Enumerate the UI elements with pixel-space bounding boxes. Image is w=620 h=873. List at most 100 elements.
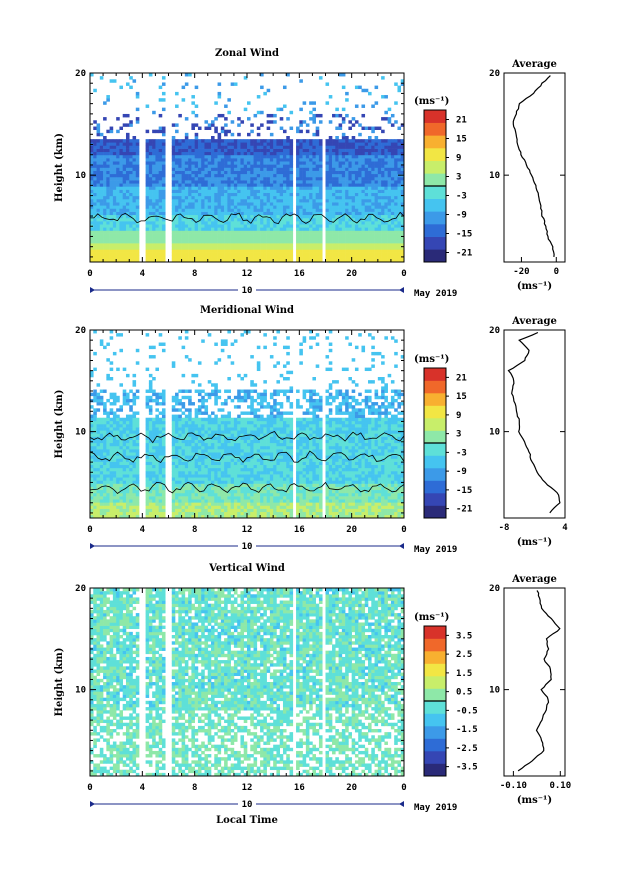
heatmap-cell bbox=[368, 233, 372, 238]
heatmap-cell bbox=[158, 195, 163, 200]
heatmap-cell bbox=[135, 145, 140, 149]
heatmap-cell bbox=[263, 183, 267, 187]
heatmap-cell bbox=[332, 164, 336, 168]
heatmap-cell bbox=[90, 414, 94, 419]
heatmap-cell bbox=[103, 452, 107, 456]
heatmap-cell bbox=[250, 167, 254, 171]
heatmap-cell bbox=[145, 458, 150, 462]
heatmap-cell bbox=[266, 148, 271, 153]
heatmap-cell bbox=[135, 148, 140, 153]
heatmap-cell bbox=[178, 208, 182, 212]
heatmap-cell bbox=[188, 417, 192, 422]
heatmap-cell bbox=[296, 151, 300, 156]
heatmap-cell bbox=[318, 170, 323, 175]
heatmap-cell bbox=[207, 199, 212, 203]
heatmap-cell bbox=[305, 151, 310, 156]
heatmap-cell bbox=[318, 230, 323, 234]
heatmap-cell bbox=[253, 199, 258, 203]
heatmap-cell bbox=[309, 239, 313, 244]
heatmap-cell bbox=[132, 471, 137, 475]
heatmap-cell bbox=[260, 154, 264, 159]
heatmap-cell bbox=[335, 249, 339, 253]
heatmap-cell bbox=[112, 176, 117, 181]
heatmap-cell bbox=[106, 249, 110, 253]
heatmap-cell bbox=[103, 158, 107, 162]
heatmap-cell bbox=[305, 158, 310, 162]
heatmap-cell bbox=[282, 211, 287, 216]
heatmap-cell bbox=[237, 170, 241, 175]
heatmap-cell bbox=[296, 173, 300, 178]
heatmap-cell bbox=[191, 480, 195, 484]
heatmap-cell bbox=[384, 255, 388, 260]
heatmap-cell bbox=[328, 211, 333, 216]
heatmap-cell bbox=[188, 145, 192, 149]
heatmap-cell bbox=[312, 230, 316, 234]
heatmap-cell bbox=[394, 236, 398, 241]
heatmap-cell bbox=[354, 214, 359, 219]
heatmap-cell bbox=[377, 205, 382, 209]
heatmap-cell bbox=[263, 252, 267, 256]
heatmap-cell bbox=[341, 255, 346, 260]
heatmap-cell bbox=[155, 205, 159, 209]
heatmap-cell bbox=[233, 142, 238, 146]
heatmap-cell bbox=[309, 142, 313, 146]
heatmap-cell bbox=[99, 449, 104, 453]
heatmap-cell bbox=[296, 139, 300, 143]
heatmap-cell bbox=[90, 405, 94, 409]
heatmap-cell bbox=[237, 176, 241, 181]
heatmap-cell bbox=[233, 227, 238, 231]
heatmap-cell bbox=[161, 430, 166, 434]
heatmap-cell bbox=[351, 170, 356, 175]
heatmap-cell bbox=[387, 199, 392, 203]
heatmap-cell bbox=[90, 496, 94, 500]
heatmap-cell bbox=[348, 221, 352, 225]
heatmap-cell bbox=[217, 239, 222, 244]
heatmap-cell bbox=[361, 246, 366, 250]
heatmap-cell bbox=[237, 205, 241, 209]
heatmap-cell bbox=[109, 474, 114, 478]
heatmap-cell bbox=[256, 173, 261, 178]
heatmap-cell bbox=[112, 233, 117, 238]
heatmap-cell bbox=[90, 154, 94, 159]
heatmap-cell bbox=[266, 126, 271, 130]
heatmap-cell bbox=[93, 411, 97, 415]
heatmap-cell bbox=[178, 113, 182, 118]
heatmap-cell bbox=[178, 211, 182, 216]
heatmap-cell bbox=[240, 249, 245, 253]
heatmap-cell bbox=[230, 183, 235, 187]
heatmap-cell bbox=[214, 161, 218, 165]
heatmap-cell bbox=[260, 176, 264, 181]
heatmap-cell bbox=[155, 186, 159, 190]
heatmap-cell bbox=[207, 158, 212, 162]
heatmap-cell bbox=[351, 161, 356, 165]
heatmap-cell bbox=[103, 224, 107, 228]
heatmap-cell bbox=[227, 246, 231, 250]
heatmap-cell bbox=[269, 202, 274, 206]
heatmap-cell bbox=[155, 408, 159, 412]
heatmap-cell bbox=[282, 227, 287, 231]
heatmap-cell bbox=[204, 139, 209, 143]
heatmap-cell bbox=[132, 411, 137, 415]
heatmap-cell bbox=[145, 170, 150, 175]
heatmap-cell bbox=[109, 477, 114, 481]
heatmap-cell bbox=[161, 477, 166, 481]
heatmap-cell bbox=[247, 217, 251, 222]
heatmap-cell bbox=[371, 170, 375, 175]
heatmap-cell bbox=[315, 148, 320, 153]
heatmap-cell bbox=[309, 211, 313, 216]
heatmap-cell bbox=[282, 145, 287, 149]
heatmap-cell bbox=[364, 199, 369, 203]
heatmap-cell bbox=[184, 230, 189, 234]
heatmap-cell bbox=[119, 167, 124, 171]
heatmap-cell bbox=[109, 233, 114, 238]
heatmap-cell bbox=[148, 395, 153, 400]
heatmap-cell bbox=[250, 186, 254, 190]
heatmap-cell bbox=[112, 214, 117, 219]
heatmap-cell bbox=[224, 164, 228, 168]
heatmap-cell bbox=[99, 398, 104, 403]
heatmap-cell bbox=[368, 151, 372, 156]
heatmap-cell bbox=[119, 227, 124, 231]
heatmap-cell bbox=[237, 202, 241, 206]
heatmap-cell bbox=[335, 224, 339, 228]
